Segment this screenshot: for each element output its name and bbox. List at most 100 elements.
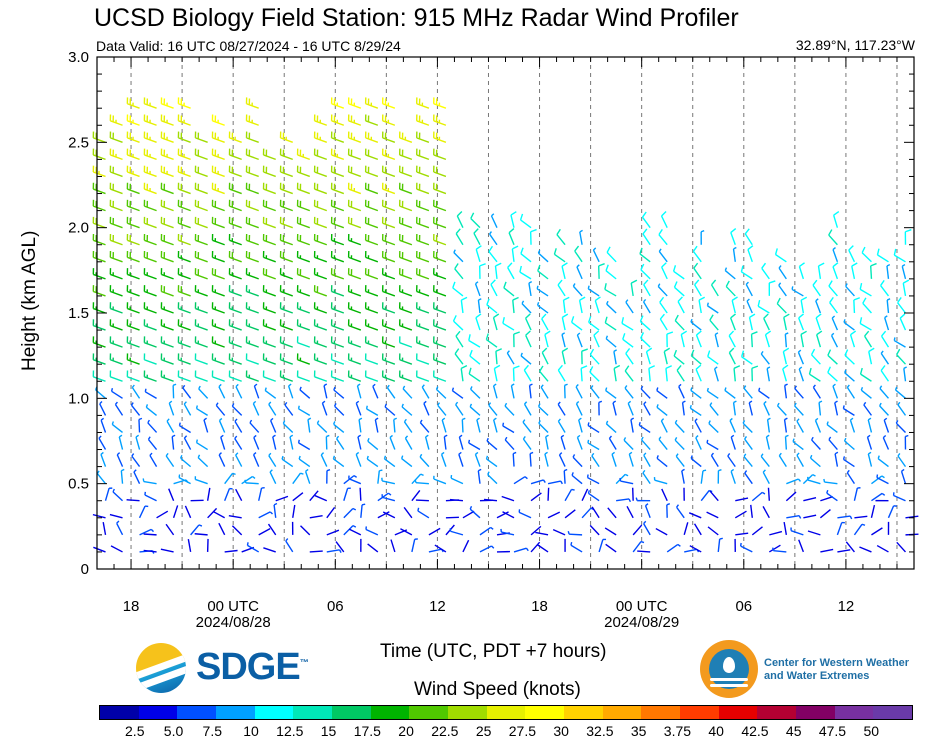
wind-barb	[421, 384, 430, 399]
colorbar-swatch	[177, 706, 217, 719]
wind-barb	[846, 469, 856, 485]
wind-barb	[296, 165, 310, 178]
wind-barb	[168, 488, 175, 501]
wind-barb	[695, 330, 702, 348]
wind-barb	[433, 475, 447, 485]
wind-barb	[275, 495, 289, 502]
wind-barb	[92, 131, 106, 143]
wind-barb	[567, 530, 583, 536]
wind-barb	[433, 199, 447, 212]
wind-barb	[131, 384, 141, 399]
wind-barb	[640, 436, 651, 450]
wind-barb	[330, 97, 345, 109]
wind-barb	[501, 495, 515, 502]
wind-barb	[224, 487, 233, 501]
wind-barb	[575, 400, 583, 416]
wind-barb	[502, 317, 515, 331]
wind-barb	[623, 437, 634, 451]
wind-barb	[139, 528, 155, 536]
wind-barb	[763, 400, 770, 416]
wind-barb	[194, 285, 208, 297]
wind-barb	[111, 421, 123, 434]
wind-barb	[812, 279, 821, 297]
wind-barb	[519, 213, 532, 229]
wind-barb	[109, 165, 123, 178]
wind-barb	[211, 216, 225, 229]
wind-barb	[474, 281, 481, 297]
wind-barb	[608, 435, 617, 450]
wind-barb	[262, 336, 276, 348]
wind-barb	[786, 514, 802, 519]
wind-barb	[832, 211, 840, 228]
wind-barb	[347, 148, 362, 161]
wind-barb	[524, 313, 532, 331]
wind-barb	[834, 400, 839, 416]
wind-barb	[398, 251, 413, 263]
wind-barb	[109, 302, 123, 314]
wind-barb	[460, 296, 468, 314]
x-tick-date: 2024/08/29	[604, 614, 679, 631]
wind-barb	[279, 302, 293, 314]
wind-barb	[710, 452, 719, 467]
wind-barb	[861, 246, 872, 263]
wind-barb	[808, 367, 821, 382]
wind-barb	[544, 451, 549, 467]
wind-barb	[289, 434, 294, 450]
wind-barb	[417, 507, 430, 519]
wind-barb	[330, 285, 345, 297]
wind-barb	[382, 511, 396, 519]
wind-barb	[109, 319, 123, 331]
wind-barb	[194, 319, 208, 331]
x-tick-label: 00 UTC	[616, 598, 668, 615]
wind-barb	[384, 403, 396, 416]
wind-barb	[258, 511, 274, 519]
wind-barb	[729, 417, 736, 433]
wind-barb	[745, 281, 753, 297]
wind-barb	[211, 251, 225, 263]
wind-barb	[578, 296, 586, 314]
wind-barb	[561, 313, 569, 331]
colorbar-swatch	[796, 706, 835, 719]
wind-barb	[557, 418, 566, 433]
wind-barb	[624, 385, 634, 399]
wind-barb	[675, 453, 685, 468]
wind-barb	[126, 302, 140, 314]
wind-barb	[194, 302, 208, 314]
wind-barb	[871, 492, 886, 502]
wind-barb	[262, 268, 276, 280]
wind-barb	[126, 285, 140, 297]
wind-barb	[709, 402, 719, 416]
wind-barb	[279, 216, 293, 229]
wind-barb	[591, 452, 600, 467]
wind-barb	[496, 511, 509, 519]
wind-barb	[433, 268, 447, 280]
wind-barb	[228, 233, 242, 246]
wind-barb	[604, 316, 617, 331]
wind-barb	[364, 353, 379, 365]
wind-barb	[197, 454, 209, 468]
wind-barb	[296, 182, 310, 195]
wind-barb	[758, 387, 770, 399]
wind-barb	[262, 148, 276, 161]
wind-barb	[570, 541, 583, 553]
wind-barb	[903, 366, 907, 382]
colorbar-swatch	[873, 706, 913, 719]
wind-barb	[347, 182, 362, 195]
wind-barb	[714, 332, 719, 348]
wind-barb	[224, 472, 236, 485]
wind-barb	[330, 199, 345, 212]
x-axis-label: Time (UTC, PDT +7 hours)	[380, 641, 607, 662]
x-tick-label: 06	[735, 598, 752, 615]
wind-barb	[469, 349, 481, 365]
wind-barb	[415, 353, 430, 365]
wind-barb	[710, 279, 719, 297]
wind-barb	[834, 451, 839, 467]
wind-barb	[279, 165, 293, 178]
x-tick-label: 12	[838, 598, 855, 615]
wind-barb	[658, 248, 668, 263]
wind-barb	[473, 228, 481, 246]
colorbar-swatch	[138, 706, 178, 719]
wind-barb	[510, 383, 515, 399]
wind-barb	[689, 545, 702, 553]
wind-barb	[902, 279, 910, 297]
